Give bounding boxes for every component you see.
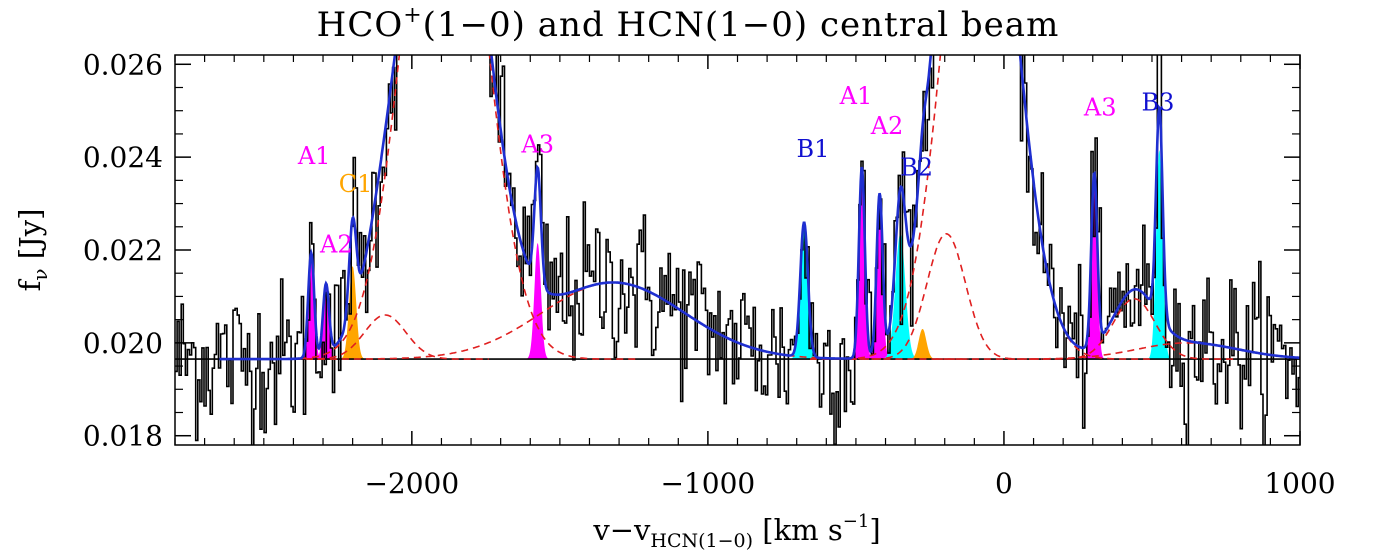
- narrow-component-8: [909, 329, 936, 360]
- x-axis-label-sub: HCN(1−0): [650, 530, 753, 552]
- y-tick-label: 0.026: [83, 48, 163, 81]
- component-label-b1: B1: [797, 135, 830, 163]
- narrow-component-3: [526, 243, 550, 360]
- component-label-b2: B2: [900, 154, 933, 182]
- component-label-a2: A2: [319, 230, 353, 258]
- narrow-component-10: [1148, 150, 1171, 360]
- observed-spectrum: [175, 55, 1300, 445]
- narrow-component-4: [790, 224, 818, 360]
- broad-component-0: [252, 55, 637, 360]
- x-axis-label-sup: −1: [843, 511, 870, 532]
- y-axis-label-sub: ν: [28, 268, 52, 280]
- component-label-c1: C1: [339, 170, 373, 198]
- chart-title-sup: +: [403, 3, 422, 28]
- x-tick-label: 1000: [1264, 467, 1335, 500]
- narrow-component-5: [851, 168, 873, 360]
- x-axis-label-end: ]: [869, 513, 880, 547]
- axis-ticks: −2000 −1000 0 1000 0.018 0.020 0.022 0.024 0.026: [83, 48, 1336, 500]
- narrow-component-6: [869, 201, 890, 360]
- chart-title-main: HCO: [317, 5, 404, 45]
- broad-component-2: [281, 314, 489, 360]
- y-axis-label-main: f: [13, 278, 47, 291]
- total-fit-curve: [219, 55, 1300, 361]
- x-tick-label: 0: [995, 467, 1013, 500]
- component-label-a2: A2: [870, 112, 904, 140]
- y-axis-label: fν [Jy]: [13, 209, 52, 292]
- component-label-b3: B3: [1141, 89, 1174, 117]
- x-axis-label-rest: [km s: [753, 513, 843, 547]
- y-axis-label-rest: [Jy]: [13, 209, 47, 269]
- y-tick-label: 0.024: [83, 141, 163, 174]
- broad-component-5: [1030, 298, 1238, 360]
- chart-title-rest: (1−0) and HCN(1−0) central beam: [423, 5, 1060, 45]
- component-label-a1: A1: [297, 142, 331, 170]
- y-tick-label: 0.018: [83, 420, 163, 453]
- x-axis-label: v−vHCN(1−0) [km s−1]: [592, 511, 880, 552]
- component-label-a3: A3: [1083, 93, 1117, 121]
- y-tick-label: 0.020: [83, 327, 163, 360]
- x-tick-label: −2000: [364, 467, 459, 500]
- component-label-a1: A1: [839, 82, 873, 110]
- narrow-component-2: [340, 266, 366, 360]
- broad-component-6: [935, 342, 1300, 360]
- chart-title: HCO+(1−0) and HCN(1−0) central beam: [317, 3, 1060, 45]
- component-label-a3: A3: [520, 131, 554, 159]
- narrow-component-0: [300, 254, 322, 360]
- narrow-component-9: [1083, 187, 1105, 360]
- x-axis-label-main: v−v: [592, 513, 651, 547]
- plot-content: [175, 55, 1300, 445]
- x-tick-label: −1000: [661, 467, 756, 500]
- y-tick-label: 0.022: [83, 234, 163, 267]
